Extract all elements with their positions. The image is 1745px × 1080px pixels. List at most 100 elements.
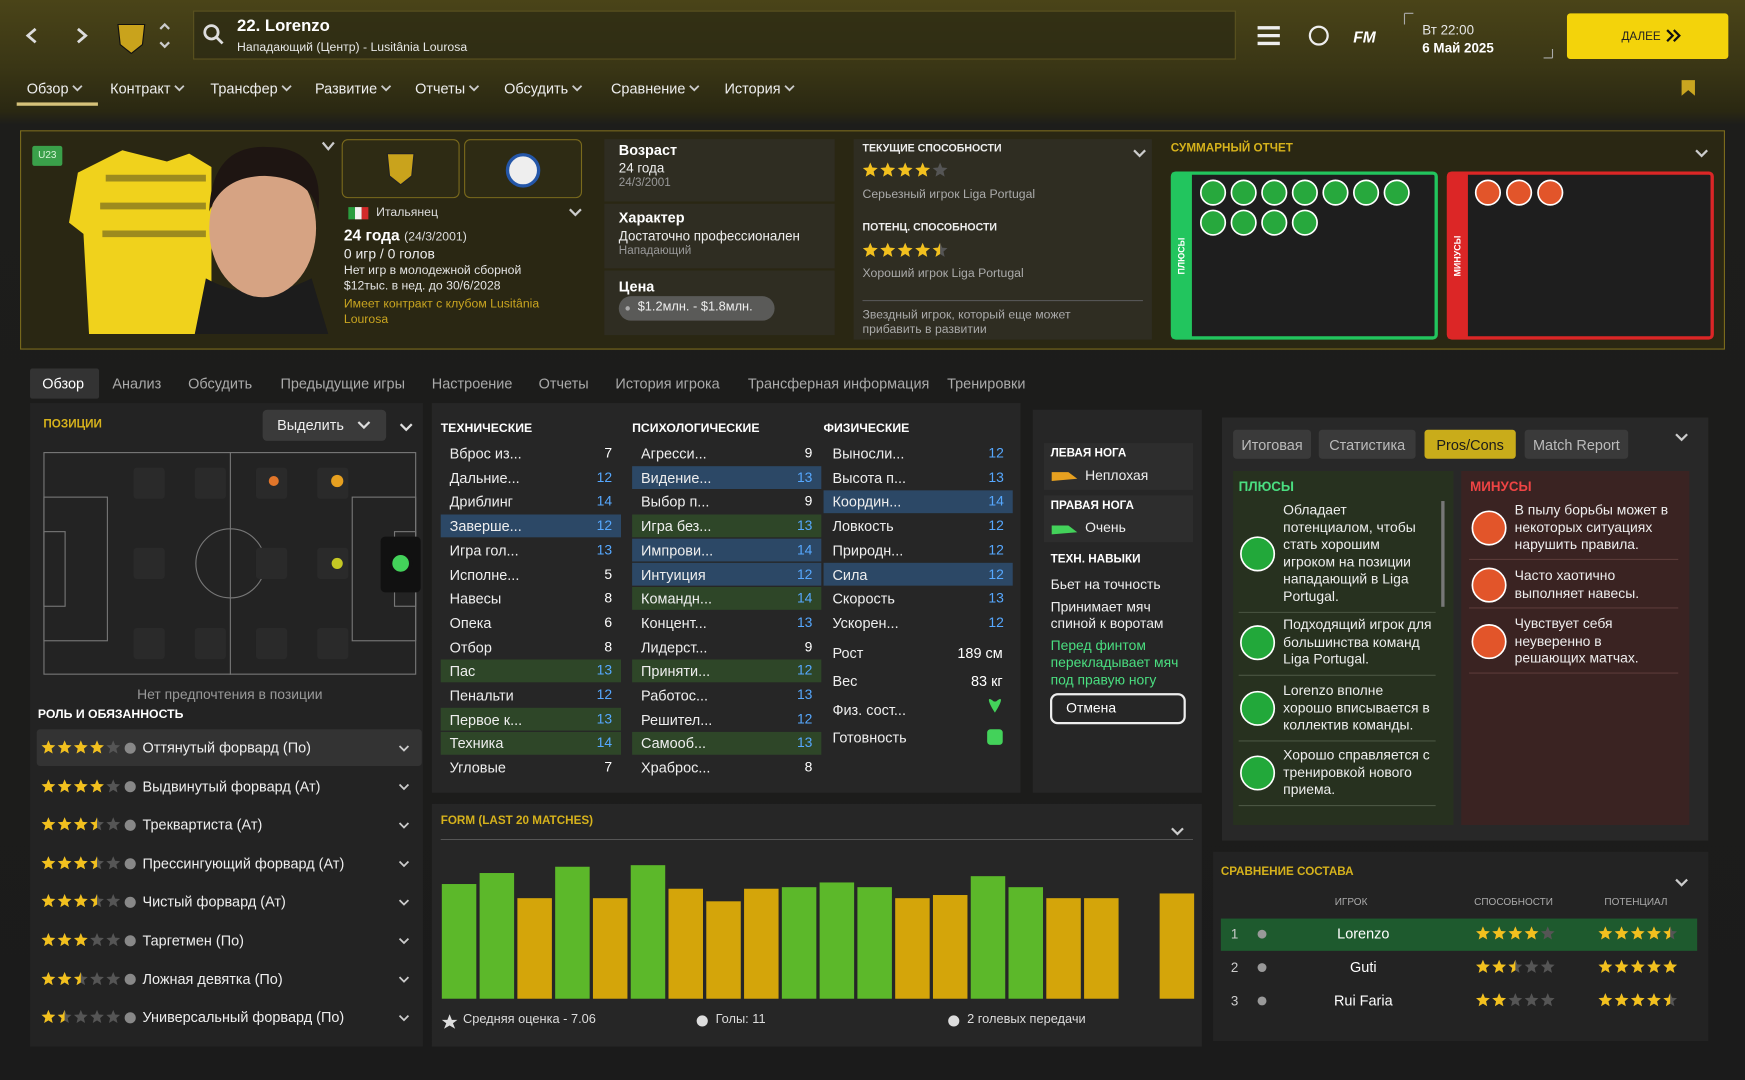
star-empty	[106, 933, 121, 947]
form-bar	[555, 866, 590, 999]
attr-name: Интуиция	[641, 566, 706, 583]
role-name[interactable]: Прессингующий форвард (Ат)	[142, 854, 345, 872]
foot-cell	[1043, 443, 1194, 490]
star-empty	[106, 855, 121, 870]
attr-highlight	[632, 562, 822, 586]
report-tab-bg	[1233, 429, 1311, 459]
tab[interactable]: Тренировки	[947, 375, 1026, 392]
role-name[interactable]: Ложная девятка (По)	[142, 970, 283, 988]
info-cell	[604, 203, 835, 269]
highlight-label[interactable]: Выделить	[277, 416, 344, 434]
attr-name: Концент...	[641, 614, 707, 632]
updown[interactable]	[159, 22, 170, 49]
star-full	[73, 740, 88, 754]
squad-header: СПОСОБНОСТИ	[1474, 896, 1553, 908]
attr-highlight	[632, 538, 822, 562]
report-tab[interactable]: Итоговая	[1241, 436, 1303, 454]
trait-icon	[1474, 179, 1502, 206]
chevron[interactable]	[357, 421, 413, 432]
chevron[interactable]	[1675, 878, 1688, 887]
star-full	[90, 740, 104, 754]
fm-logo[interactable]: FM	[1353, 27, 1376, 46]
trait-icon	[1230, 179, 1257, 206]
attr-value: 8	[604, 590, 613, 606]
form-title[interactable]: FORM (LAST 20 MATCHES)	[440, 813, 594, 828]
star-empty	[90, 1010, 104, 1024]
chevron	[468, 85, 480, 92]
game-time: Вт 22:00	[1422, 22, 1475, 38]
info-icon	[124, 742, 136, 754]
info-icon	[124, 896, 136, 908]
tab[interactable]: Обзор	[42, 375, 85, 392]
attr-name: Ускорен...	[832, 614, 899, 632]
nav-item[interactable]: Трансфер	[210, 80, 278, 97]
position-note: Нет предпочтения в позиции	[137, 686, 323, 703]
attr-highlight	[440, 514, 621, 538]
menu-icon[interactable]	[1257, 26, 1280, 46]
star-full	[1524, 926, 1539, 940]
nav-item[interactable]: Контракт	[110, 80, 171, 97]
summary-title[interactable]: СУММАРНЫЙ ОТЧЕТ	[1170, 141, 1293, 155]
nav-item[interactable]: Обзор	[26, 80, 69, 97]
info-icon	[124, 819, 136, 831]
tab[interactable]: Обсудить	[188, 375, 253, 392]
star-full	[1492, 926, 1507, 940]
pro-icon	[1240, 625, 1276, 661]
tab[interactable]: Предыдущие игры	[280, 375, 406, 392]
chevron[interactable]	[321, 141, 335, 151]
nav-item[interactable]: Сравнение	[610, 80, 686, 97]
bookmark-icon[interactable]	[1681, 80, 1695, 96]
contract[interactable]: Имеет контракт с клубом Lusitânia Louros…	[343, 297, 540, 327]
squad-title[interactable]: СРАВНЕНИЕ СОСТАВА	[1220, 865, 1354, 879]
globe-icon[interactable]	[1308, 25, 1329, 46]
squad-name[interactable]: Lorenzo	[1337, 925, 1390, 942]
chevron[interactable]	[1675, 433, 1688, 442]
nav-item[interactable]: Развитие	[314, 80, 378, 97]
report-tab[interactable]: Pros/Cons	[1436, 436, 1504, 454]
nav-item[interactable]: История	[724, 80, 781, 97]
tab[interactable]: Трансферная информация	[747, 375, 930, 392]
nav-item[interactable]: Обсудить	[504, 80, 569, 97]
role-name[interactable]: Таргетмен (По)	[142, 931, 244, 949]
cancel-button[interactable]	[1050, 693, 1186, 725]
trait[interactable]: Перед финтом перекладывает мяч под праву…	[1050, 637, 1179, 688]
star-full	[880, 162, 896, 177]
role-name[interactable]: Выдвинутый форвард (Ат)	[142, 777, 321, 795]
star-full	[1614, 959, 1629, 973]
star-full	[41, 778, 56, 793]
role-name[interactable]: Универсальный форвард (По)	[142, 1008, 345, 1026]
highlight-dropdown[interactable]	[262, 409, 387, 441]
attr-value: 12	[796, 662, 813, 679]
report-tab[interactable]: Match Report	[1532, 436, 1620, 454]
chevron[interactable]	[1133, 149, 1146, 158]
foot-value: Неплохая	[1085, 467, 1149, 484]
star-full	[915, 242, 931, 257]
nav-item[interactable]: Отчеты	[415, 80, 466, 97]
squad-name[interactable]: Rui Faria	[1333, 992, 1393, 1009]
nav-arrows[interactable]	[25, 27, 88, 44]
report-tab[interactable]: Статистика	[1329, 436, 1406, 454]
chevron[interactable]	[1171, 827, 1184, 836]
role-name[interactable]: Треквартиста (Ат)	[142, 816, 263, 834]
attr-name: Сила	[832, 566, 868, 583]
attr-name: Пас	[449, 662, 476, 680]
squad-name[interactable]: Guti	[1350, 958, 1377, 976]
con-icon	[1471, 567, 1507, 603]
chevron[interactable]	[569, 208, 582, 217]
tab[interactable]: История игрока	[615, 375, 720, 392]
star-empty	[1508, 993, 1523, 1007]
info-label: Характер	[618, 209, 685, 227]
cancel-label[interactable]: Отмена	[1066, 700, 1117, 716]
positions-title[interactable]: ПОЗИЦИИ	[43, 417, 102, 431]
trait-icon	[1261, 179, 1288, 206]
tab[interactable]: Отчеты	[538, 375, 589, 392]
continue-button[interactable]	[1566, 13, 1729, 60]
role-name[interactable]: Чистый форвард (Ат)	[142, 893, 286, 911]
chevron[interactable]	[1695, 149, 1708, 158]
role-name[interactable]: Оттянутый форвард (По)	[142, 739, 311, 756]
tab[interactable]: Анализ	[112, 375, 162, 392]
continue-label[interactable]: ДАЛЕЕ	[1621, 30, 1661, 44]
search-box[interactable]	[193, 10, 1236, 60]
tab[interactable]: Настроение	[431, 375, 513, 392]
